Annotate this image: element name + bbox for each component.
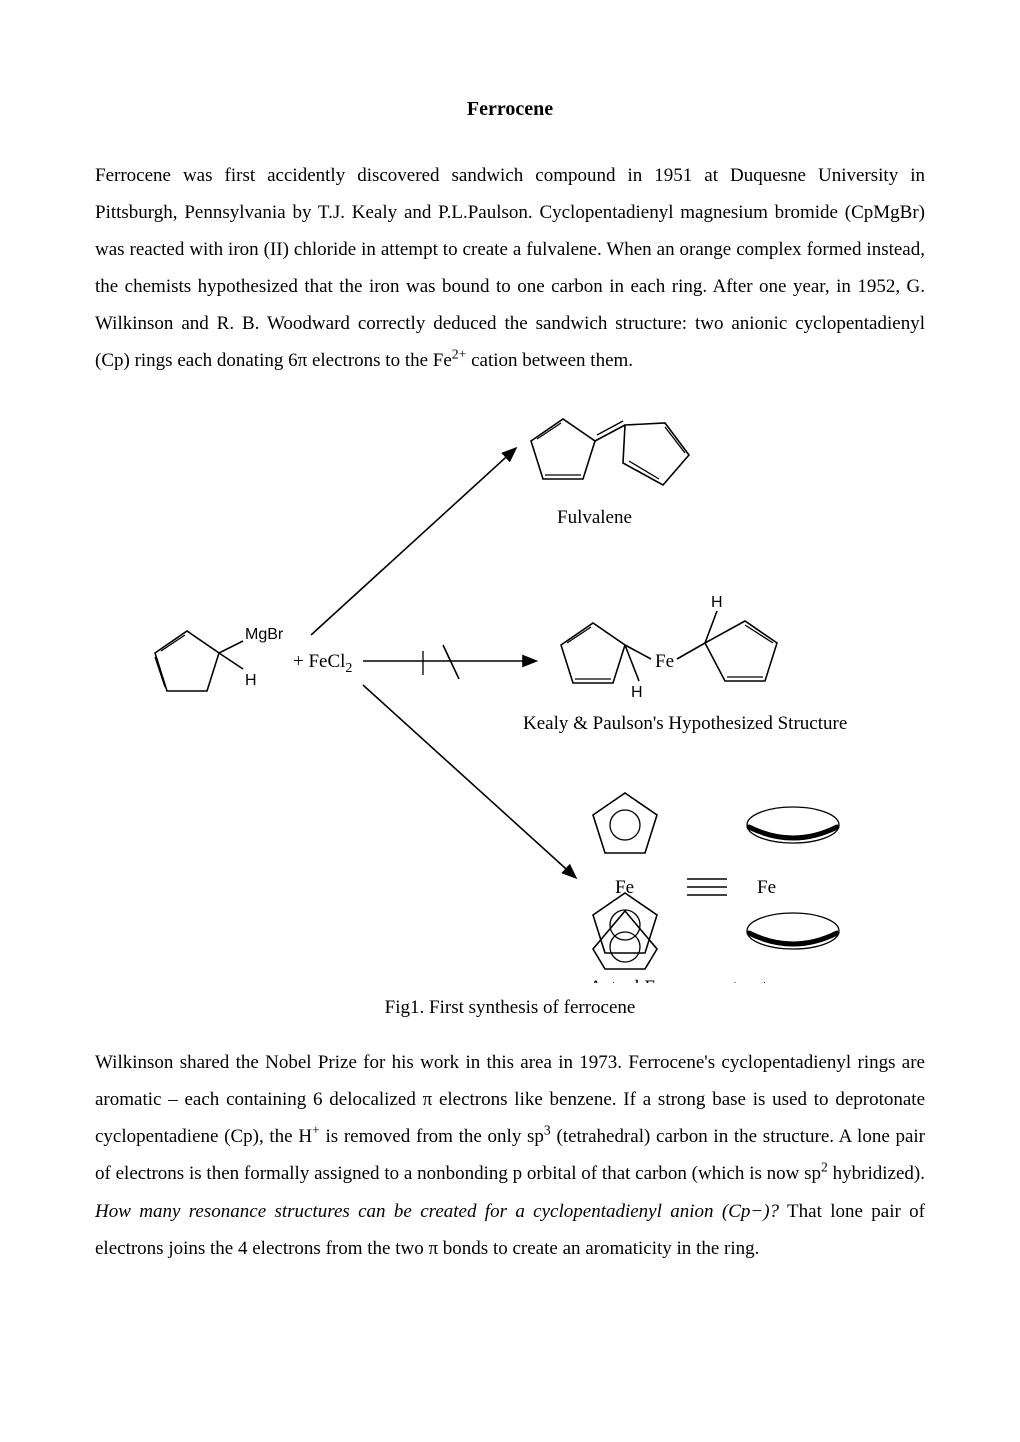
ferrocene-3d: Fe <box>747 807 839 949</box>
figure-svg: MgBr H + FeCl2 Fulvalene <box>95 393 925 983</box>
arrow-to-fulvalene <box>311 449 515 635</box>
fe-label-mid: Fe <box>655 651 674 672</box>
hypothesis-structure: H Fe H Kealy & Paulson's Hypothesized St… <box>523 594 847 734</box>
reagent-fecl2: + FeCl2 <box>293 651 352 676</box>
ferrocene-line: Fe <box>593 793 657 969</box>
intro-paragraph: Ferrocene was first accidently discovere… <box>95 157 925 379</box>
cp-mgbr-structure: MgBr H <box>155 626 284 691</box>
h-label-left: H <box>245 672 257 689</box>
hypothesis-label: Kealy & Paulson's Hypothesized Structure <box>523 713 847 734</box>
fe-label-line: Fe <box>615 877 634 898</box>
p2-italic: How many resonance structures can be cre… <box>95 1201 779 1222</box>
p2-sup3: 2 <box>821 1160 828 1175</box>
figure-caption: Fig1. First synthesis of ferrocene <box>95 989 925 1026</box>
title: Ferrocene <box>95 90 925 129</box>
intro-text: Ferrocene was first accidently discovere… <box>95 165 925 371</box>
p2-sup2: 3 <box>544 1123 551 1138</box>
h-label-right: H <box>711 594 723 611</box>
equiv-sign <box>687 879 727 895</box>
p2-d: hybridized). <box>828 1163 925 1184</box>
fulvalene-label: Fulvalene <box>557 507 632 528</box>
fe-label-3d: Fe <box>757 877 776 898</box>
p2-b: is removed from the only sp <box>320 1126 544 1147</box>
h-label-mid: H <box>631 684 643 701</box>
mgbr-label: MgBr <box>245 626 284 643</box>
intro-sup: 2+ <box>452 347 467 362</box>
figure-1: MgBr H + FeCl2 Fulvalene <box>95 393 925 983</box>
fulvalene-structure: Fulvalene <box>531 419 689 528</box>
actual-label: Actual Ferrocene structure <box>589 977 792 983</box>
para-2: Wilkinson shared the Nobel Prize for his… <box>95 1044 925 1266</box>
p2-sup1: + <box>312 1123 320 1138</box>
intro-tail: cation between them. <box>466 350 633 371</box>
